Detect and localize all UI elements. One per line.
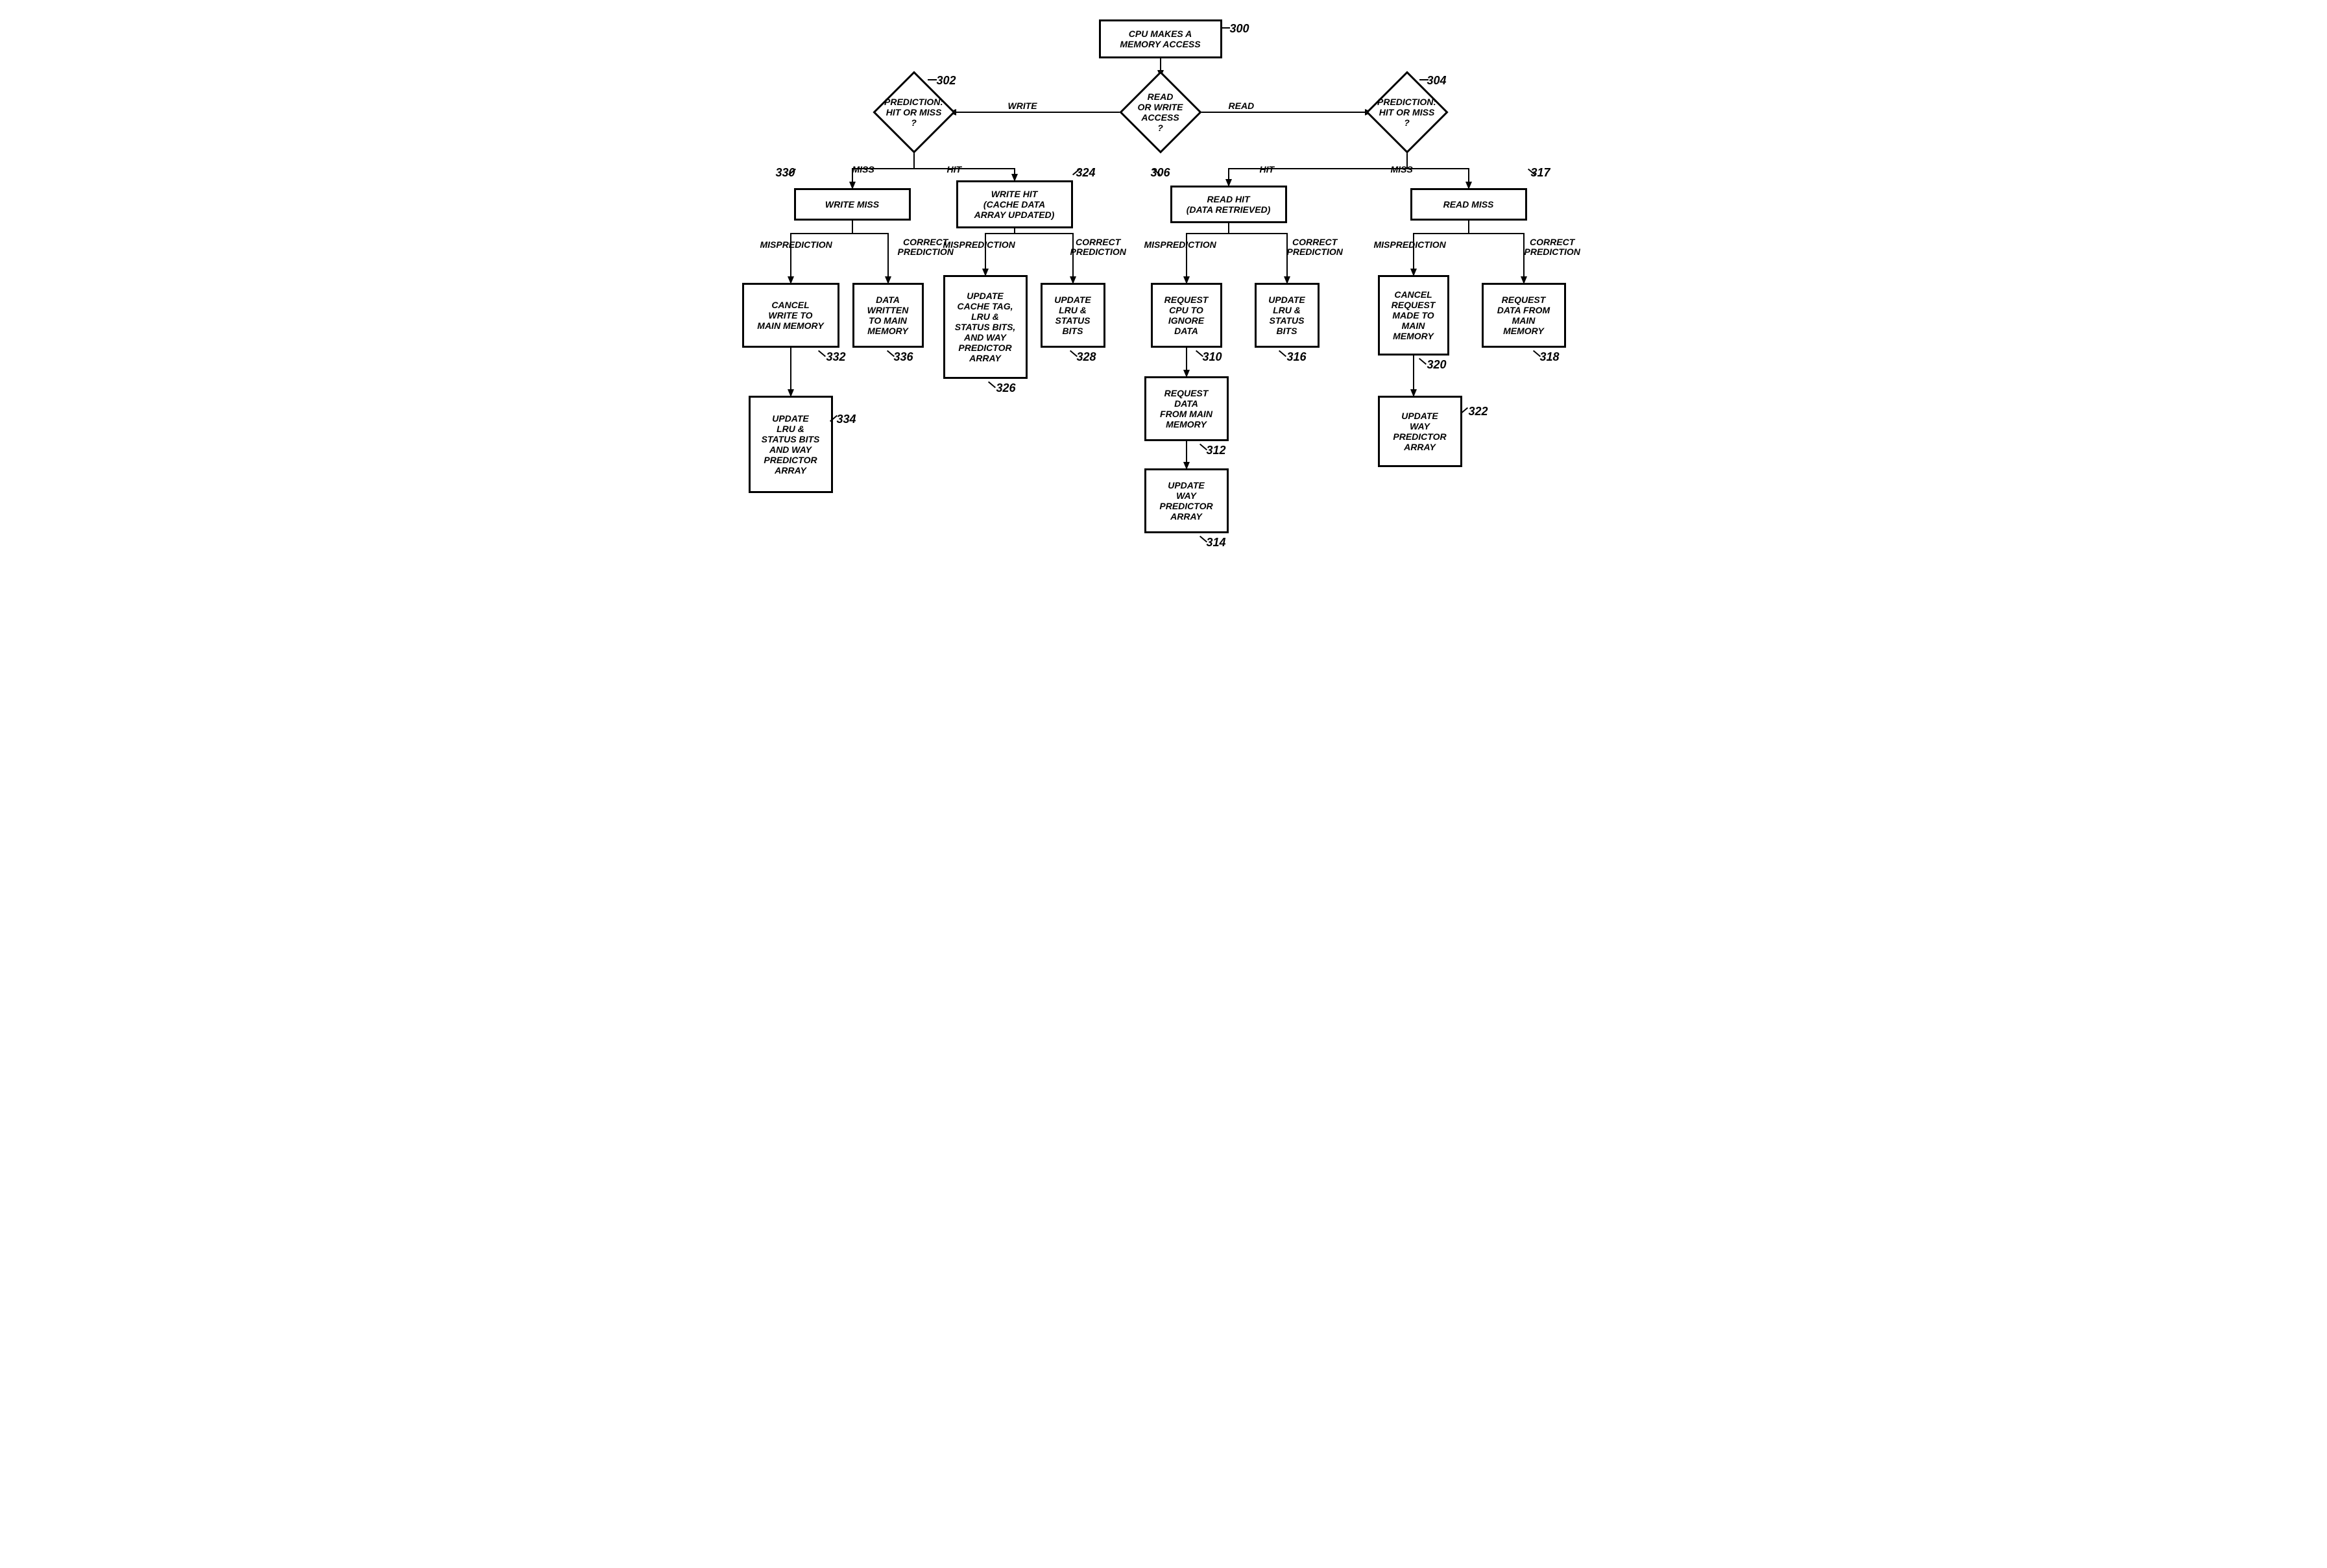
ref-332: 332 xyxy=(826,350,846,364)
ref-302: 302 xyxy=(937,74,956,88)
node-324: WRITE HIT(CACHE DATAARRAY UPDATED) xyxy=(956,180,1073,228)
ref-312: 312 xyxy=(1207,444,1226,457)
ref-336: 336 xyxy=(894,350,913,364)
ref-328: 328 xyxy=(1077,350,1096,364)
edge xyxy=(1187,223,1229,283)
edge-label-mp4: MISPREDICTION xyxy=(1374,240,1446,250)
ref-tick xyxy=(1418,358,1426,365)
ref-322: 322 xyxy=(1469,405,1488,418)
ref-tick xyxy=(987,381,995,389)
edge-label-hit_r: HIT xyxy=(1260,165,1275,175)
edge-label-hit_l: HIT xyxy=(947,165,962,175)
edge xyxy=(1469,221,1524,283)
node-302: PREDICTION:HIT OR MISS? xyxy=(885,83,943,141)
edge-label-mp3: MISPREDICTION xyxy=(1144,240,1216,250)
node-317: READ MISS xyxy=(1410,188,1527,221)
ref-310: 310 xyxy=(1203,350,1222,364)
node-318: REQUESTDATA FROMMAINMEMORY xyxy=(1482,283,1566,348)
ref-tick xyxy=(817,350,825,357)
node-330: WRITE MISS xyxy=(794,188,911,221)
node-304: PREDICTION:HIT OR MISS? xyxy=(1378,83,1436,141)
edge xyxy=(1407,148,1469,188)
diamond-text: PREDICTION:HIT OR MISS? xyxy=(870,97,958,128)
edge xyxy=(791,221,852,283)
ref-314: 314 xyxy=(1207,536,1226,549)
node-312: REQUESTDATAFROM MAINMEMORY xyxy=(1144,376,1229,441)
edge-label-write: WRITE xyxy=(1008,101,1037,111)
node-326: UPDATECACHE TAG,LRU &STATUS BITS,AND WAY… xyxy=(943,275,1028,379)
ref-tick xyxy=(1222,27,1230,29)
edge-label-miss_r: MISS xyxy=(1391,165,1413,175)
edge-label-read: READ xyxy=(1229,101,1255,111)
edge-label-mp2: MISPREDICTION xyxy=(943,240,1015,250)
node-n_rw: READOR WRITEACCESS? xyxy=(1131,83,1190,141)
node-328: UPDATELRU &STATUSBITS xyxy=(1041,283,1105,348)
ref-326: 326 xyxy=(996,381,1016,395)
node-322: UPDATEWAYPREDICTORARRAY xyxy=(1378,396,1462,467)
node-320: CANCELREQUESTMADE TOMAINMEMORY xyxy=(1378,275,1449,356)
node-306: READ HIT(DATA RETRIEVED) xyxy=(1170,186,1287,223)
ref-300: 300 xyxy=(1230,22,1249,36)
ref-tick xyxy=(1419,79,1429,80)
edge-label-cp4: CORRECTPREDICTION xyxy=(1525,237,1580,256)
ref-tick xyxy=(928,79,937,80)
ref-318: 318 xyxy=(1540,350,1560,364)
diamond-text: READOR WRITEACCESS? xyxy=(1116,91,1204,133)
node-300: CPU MAKES AMEMORY ACCESS xyxy=(1099,19,1222,58)
edge xyxy=(1229,223,1287,283)
diamond-text: PREDICTION:HIT OR MISS? xyxy=(1363,97,1451,128)
node-316: UPDATELRU &STATUSBITS xyxy=(1255,283,1320,348)
edge-label-mp1: MISPREDICTION xyxy=(760,240,832,250)
edge-label-cp2: CORRECTPREDICTION xyxy=(1070,237,1126,256)
edge xyxy=(1229,148,1407,186)
node-334: UPDATELRU &STATUS BITSAND WAYPREDICTORAR… xyxy=(749,396,833,493)
edge xyxy=(914,148,1015,180)
edge xyxy=(985,228,1015,275)
node-314: UPDATEWAYPREDICTORARRAY xyxy=(1144,468,1229,533)
edge xyxy=(852,221,888,283)
flowchart-canvas: CPU MAKES AMEMORY ACCESS 300 READOR WRITEA… xyxy=(723,13,1605,636)
ref-tick xyxy=(1278,350,1286,357)
node-310: REQUESTCPU TOIGNOREDATA xyxy=(1151,283,1222,348)
ref-330: 330 xyxy=(776,166,795,180)
node-332: CANCELWRITE TOMAIN MEMORY xyxy=(742,283,839,348)
ref-304: 304 xyxy=(1427,74,1447,88)
edge-label-miss_l: MISS xyxy=(852,165,874,175)
ref-334: 334 xyxy=(837,413,856,426)
ref-320: 320 xyxy=(1427,358,1447,372)
edge-label-cp3: CORRECTPREDICTION xyxy=(1287,237,1343,256)
node-336: DATAWRITTENTO MAINMEMORY xyxy=(852,283,924,348)
ref-316: 316 xyxy=(1287,350,1307,364)
